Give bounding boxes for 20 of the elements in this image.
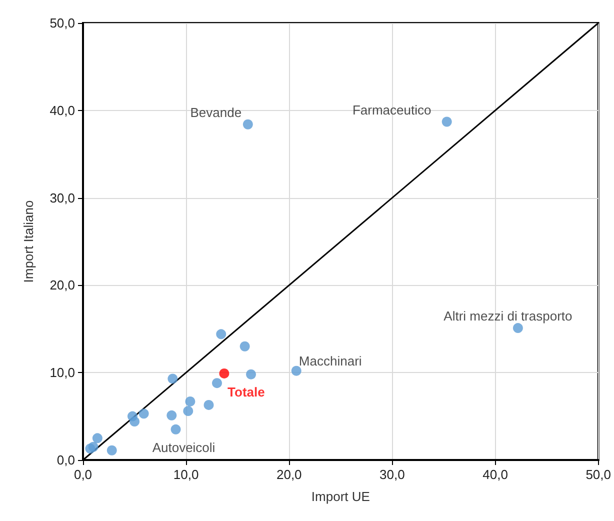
y-tick-label: 0,0	[56, 452, 75, 468]
series-label: Totale	[228, 384, 265, 400]
y-tick-label: 10,0	[50, 365, 75, 380]
x-axis-title: Import UE	[311, 489, 370, 504]
annotation: Farmaceutico	[352, 102, 432, 118]
y-axis-title: Import Italiano	[21, 200, 36, 283]
x-tick-label: 0,0	[74, 467, 92, 482]
annotation: Macchinari	[298, 353, 362, 368]
annotation: Altri mezzi di trasporto	[444, 308, 572, 324]
annotation: Autoveicoli	[152, 440, 216, 455]
x-tick-label: 50,0	[586, 467, 612, 482]
y-tick-label: 50,0	[50, 16, 75, 30]
x-tick-label: 10,0	[173, 467, 199, 482]
x-tick-label: 20,0	[276, 467, 302, 482]
x-tick-label: 40,0	[482, 467, 508, 482]
x-tick-label: 30,0	[380, 467, 405, 482]
y-tick-label: 40,0	[50, 102, 75, 118]
annotation: Bevande	[190, 104, 242, 120]
y-tick-label: 20,0	[50, 278, 75, 293]
y-tick-label: 30,0	[50, 190, 75, 206]
